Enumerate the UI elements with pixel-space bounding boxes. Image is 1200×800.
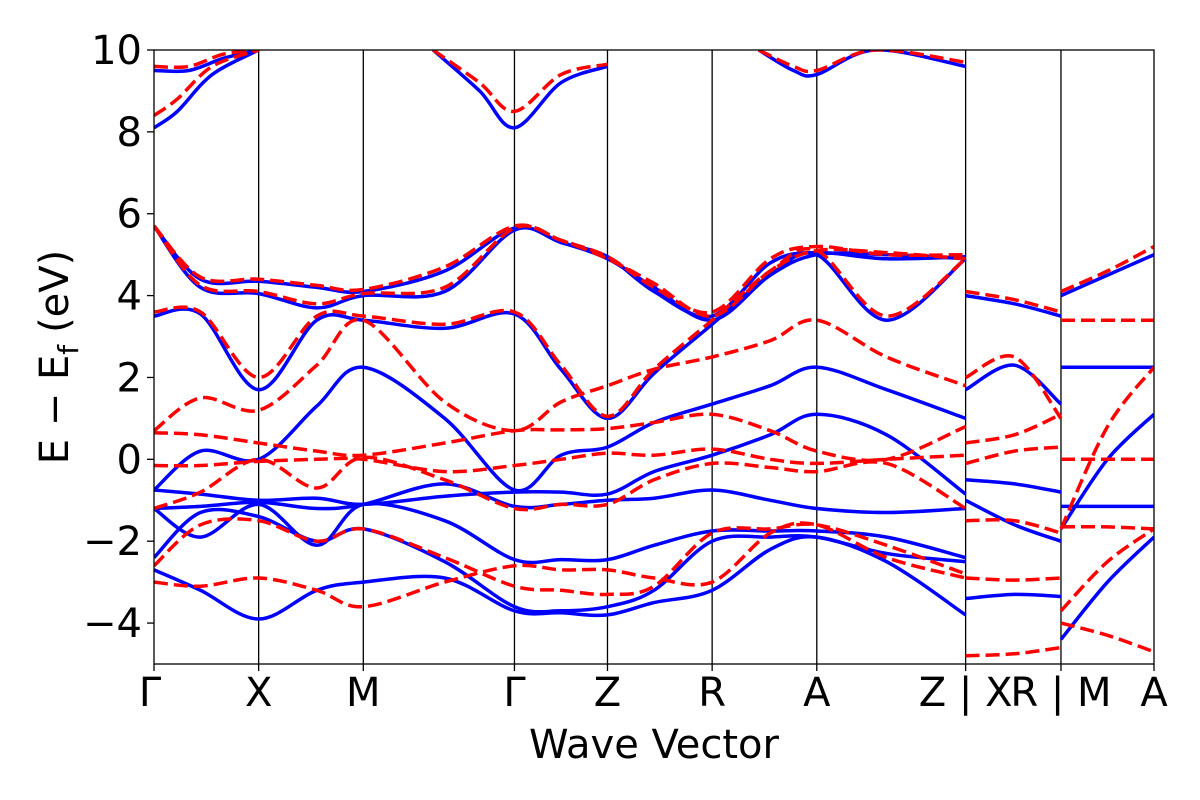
blue-solid-band-16 — [965, 478, 1062, 494]
x-tick-label-8: Z | X — [919, 670, 1013, 716]
blue-solid-band-21 — [1059, 413, 1154, 530]
red-dashed-band-17 — [965, 445, 1062, 466]
red-dashed-band-10 — [154, 50, 260, 117]
y-tick-label-3: 0 — [117, 437, 142, 483]
blue-solid-band-23 — [1059, 535, 1154, 641]
x-tick-label-7: A — [803, 670, 831, 716]
red-dashed-band-4 — [154, 447, 966, 474]
red-dashed-band-1 — [154, 521, 967, 609]
y-tick-label-2: −2 — [83, 519, 142, 565]
x-tick-label-1: Γ — [139, 670, 162, 716]
red-dashed-band-24 — [1060, 524, 1154, 531]
y-tick-label-7: 8 — [117, 110, 142, 156]
y-axis-title-main: E − E — [32, 355, 78, 465]
blue-solid-band-7 — [154, 251, 967, 421]
blue-solid-band-14 — [965, 293, 1062, 318]
y-tick-label-8: 10 — [91, 28, 142, 74]
blue-solid-band-18 — [965, 592, 1062, 601]
red-dashed-band-19 — [965, 576, 1062, 582]
red-dashed-band-25 — [1060, 244, 1154, 294]
y-axis-title-unit: (eV) — [32, 250, 78, 333]
x-tick-label-4: Γ — [503, 670, 526, 716]
red-dashed-band-5 — [154, 412, 967, 463]
y-axis: −4 −2 0 2 4 6 8 10 — [83, 28, 154, 647]
blue-solid-band-1 — [154, 534, 967, 621]
blue-solid-band-5 — [154, 412, 967, 507]
blue-solid-band-3 — [154, 501, 967, 565]
red-dashed-band-18 — [965, 518, 1062, 535]
x-tick-label-3: M — [346, 670, 381, 716]
y-axis-title-subscript: f — [52, 344, 85, 355]
blue-solid-band-4 — [154, 482, 966, 515]
x-tick-label-5: Z — [594, 670, 621, 716]
blue-solid-band-10 — [154, 50, 260, 130]
red-dashed-band-3 — [154, 455, 967, 512]
red-dashed-band-16 — [965, 412, 1062, 445]
x-tick-label-6: R — [698, 670, 726, 716]
red-dashed-band-26 — [1059, 527, 1154, 612]
red-dashed-band-11 — [154, 50, 259, 70]
blue-solid-band-2 — [154, 507, 966, 614]
x-tick-label-10: A — [1140, 670, 1168, 716]
blue-solid-band-15 — [964, 363, 1063, 406]
plot-frame — [153, 49, 1155, 665]
red-dashed-band-6 — [154, 317, 967, 433]
y-tick-label-5: 4 — [117, 274, 142, 320]
svg-text:E − Ef(eV): E − Ef (eV) — [32, 250, 85, 465]
red-dashed-band-14 — [965, 289, 1062, 314]
y-axis-title: E − Ef (eV) — [32, 250, 85, 465]
red-dashed-band-9 — [154, 223, 966, 315]
red-dashed-band-23 — [1059, 366, 1154, 530]
y-tick-label-6: 6 — [117, 192, 142, 238]
blue-solid-band-17 — [964, 498, 1062, 543]
blue-solid-band-12 — [431, 50, 609, 130]
y-tick-label-1: −4 — [83, 601, 142, 647]
blue-solid-band-13 — [757, 50, 966, 78]
y-tick-label-4: 2 — [117, 355, 142, 401]
red-dashed-band-2 — [154, 517, 967, 597]
red-dashed-band-13 — [757, 50, 966, 74]
x-axis: Γ X M Γ Z R A Z | XR | M A — [139, 664, 1168, 716]
blue-solid-band-22 — [1060, 253, 1154, 298]
x-tick-label-9: R | M — [1010, 670, 1111, 716]
red-dashed-band-12 — [432, 50, 608, 114]
x-tick-label-2: X — [245, 670, 272, 716]
red-dashed-band-27 — [1060, 621, 1154, 654]
bands — [154, 50, 1154, 658]
red-dashed-band-20 — [965, 645, 1062, 658]
x-axis-title: Wave Vector — [529, 722, 780, 768]
